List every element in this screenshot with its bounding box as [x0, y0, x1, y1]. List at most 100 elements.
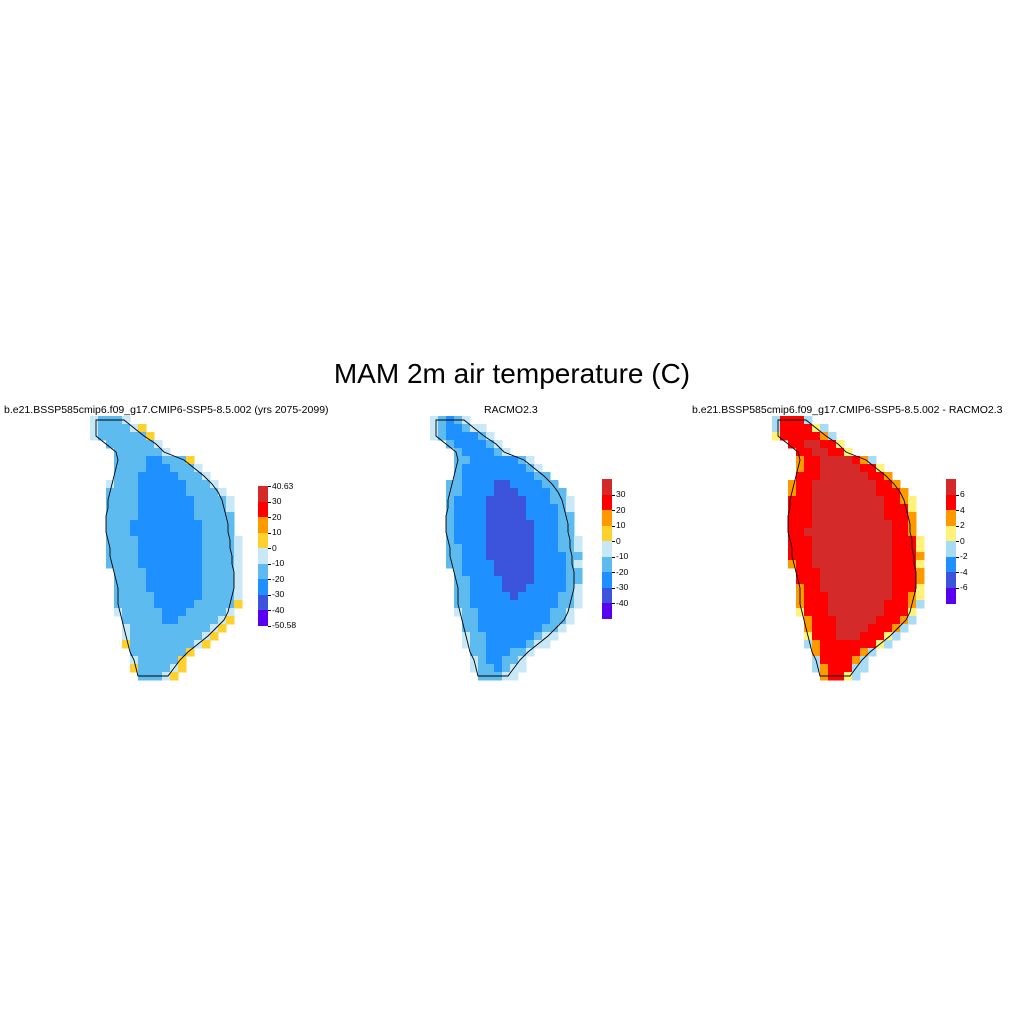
grid-cell	[550, 560, 559, 569]
grid-cell	[892, 608, 901, 617]
grid-cell	[828, 480, 837, 489]
grid-cell	[218, 584, 227, 593]
grid-cell	[462, 472, 471, 481]
grid-cell	[828, 528, 837, 537]
grid-cell	[210, 520, 219, 529]
grid-cell	[804, 448, 813, 457]
grid-cell	[218, 552, 227, 561]
grid-cell	[138, 536, 147, 545]
grid-cell	[138, 560, 147, 569]
grid-cell	[510, 600, 519, 609]
colorbar-label: -50.58	[272, 620, 297, 630]
grid-cell	[154, 488, 163, 497]
grid-cell	[178, 512, 187, 521]
grid-cell	[518, 520, 527, 529]
grid-cell	[812, 632, 821, 641]
panel-model-map	[90, 416, 243, 681]
grid-cell	[130, 552, 139, 561]
grid-cell	[470, 456, 479, 465]
grid-cell	[178, 464, 187, 473]
grid-cell	[558, 624, 567, 633]
grid-cell	[518, 648, 527, 657]
grid-cell	[146, 488, 155, 497]
grid-cell	[162, 496, 171, 505]
grid-cell	[574, 584, 583, 593]
grid-cell	[494, 560, 503, 569]
colorbar-label: -20	[272, 573, 285, 584]
grid-cell	[788, 520, 797, 529]
grid-cell	[812, 624, 821, 633]
grid-cell	[130, 464, 139, 473]
grid-cell	[804, 536, 813, 545]
grid-cell	[462, 600, 471, 609]
grid-cell	[98, 432, 107, 441]
grid-cell	[820, 520, 829, 529]
grid-cell	[820, 504, 829, 513]
grid-cell	[210, 488, 219, 497]
grid-cell	[812, 664, 821, 673]
grid-cell	[494, 632, 503, 641]
grid-cell	[486, 640, 495, 649]
grid-cell	[518, 584, 527, 593]
grid-cell	[558, 600, 567, 609]
grid-cell	[542, 480, 551, 489]
grid-cell	[900, 584, 909, 593]
grid-cell	[534, 480, 543, 489]
grid-cell	[860, 488, 869, 497]
grid-cell	[478, 448, 487, 457]
grid-cell	[154, 536, 163, 545]
grid-cell	[462, 456, 471, 465]
grid-cell	[788, 512, 797, 521]
grid-cell	[860, 552, 869, 561]
grid-cell	[828, 624, 837, 633]
grid-cell	[462, 504, 471, 513]
grid-cell	[462, 584, 471, 593]
colorbar-label: 10	[616, 520, 626, 530]
grid-cell	[820, 656, 829, 665]
grid-cell	[502, 664, 511, 673]
grid-cell	[210, 544, 219, 553]
grid-cell	[122, 488, 131, 497]
grid-cell	[796, 464, 805, 473]
grid-cell	[114, 480, 123, 489]
grid-cell	[154, 664, 163, 673]
grid-cell	[106, 512, 115, 521]
grid-cell	[510, 672, 519, 681]
grid-cell	[494, 616, 503, 625]
grid-cell	[812, 584, 821, 593]
grid-cell	[138, 440, 147, 449]
grid-cell	[138, 568, 147, 577]
grid-cell	[812, 520, 821, 529]
grid-cell	[852, 496, 861, 505]
grid-cell	[446, 440, 455, 449]
grid-cell	[122, 456, 131, 465]
grid-cell	[502, 552, 511, 561]
grid-cell	[470, 624, 479, 633]
grid-cell	[218, 528, 227, 537]
grid-cell	[494, 576, 503, 585]
grid-cell	[836, 512, 845, 521]
grid-cell	[550, 584, 559, 593]
grid-cell	[788, 528, 797, 537]
grid-cell	[114, 512, 123, 521]
grid-cell	[812, 536, 821, 545]
grid-cell	[162, 616, 171, 625]
grid-cell	[178, 552, 187, 561]
grid-cell	[884, 512, 893, 521]
grid-cell	[170, 552, 179, 561]
grid-cell	[550, 528, 559, 537]
grid-cell	[486, 560, 495, 569]
grid-cell	[146, 440, 155, 449]
grid-cell	[868, 608, 877, 617]
grid-cell	[518, 496, 527, 505]
grid-cell	[178, 584, 187, 593]
grid-cell	[542, 576, 551, 585]
colorbar-label: -30	[272, 589, 285, 599]
grid-cell	[162, 640, 171, 649]
grid-cell	[478, 472, 487, 481]
grid-cell	[138, 656, 147, 665]
grid-cell	[178, 544, 187, 553]
grid-cell	[146, 608, 155, 617]
grid-cell	[470, 544, 479, 553]
grid-cell	[868, 584, 877, 593]
